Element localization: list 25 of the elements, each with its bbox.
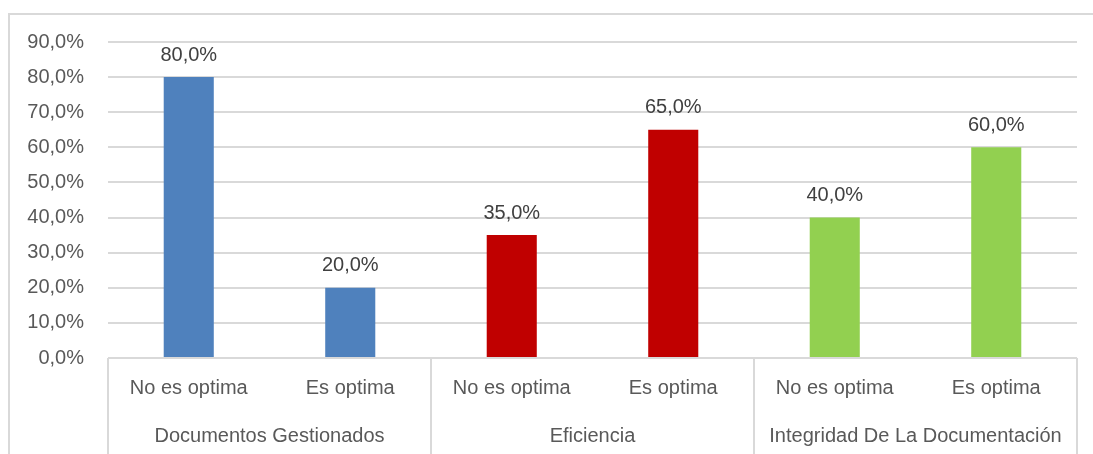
y-tick-label: 90,0%	[27, 29, 85, 52]
series-label: No es optima	[129, 375, 249, 398]
y-tick-label: 40,0%	[27, 205, 85, 228]
y-tick-label: 80,0%	[27, 64, 85, 87]
y-tick-label: 60,0%	[27, 134, 85, 157]
series-label: Es optima	[305, 375, 396, 398]
x-tick-label: Integridad De La Documentación	[769, 423, 1062, 446]
text: Es optima	[628, 375, 718, 398]
data-label: 80,0%	[160, 42, 218, 65]
data-label: 35,0%	[483, 200, 541, 223]
text: Es optima	[951, 375, 1041, 398]
y-tick-label: 10,0%	[27, 310, 85, 333]
text: No es optima	[452, 375, 571, 398]
data-label: 40,0%	[806, 183, 864, 206]
y-tick-label: 20,0%	[27, 275, 85, 298]
x-tick-label: Documentos Gestionados	[154, 423, 385, 446]
y-tick-label: 50,0%	[27, 169, 85, 192]
data-label: 20,0%	[321, 253, 379, 276]
y-tick-label: 0,0%	[38, 345, 85, 368]
text: No es optima	[775, 375, 894, 398]
x-tick-label: Eficiencia	[549, 423, 637, 446]
y-tick-label: 70,0%	[27, 99, 85, 122]
data-label: 60,0%	[967, 112, 1025, 135]
data-label: 65,0%	[644, 95, 702, 118]
y-tick-label: 30,0%	[27, 240, 85, 263]
